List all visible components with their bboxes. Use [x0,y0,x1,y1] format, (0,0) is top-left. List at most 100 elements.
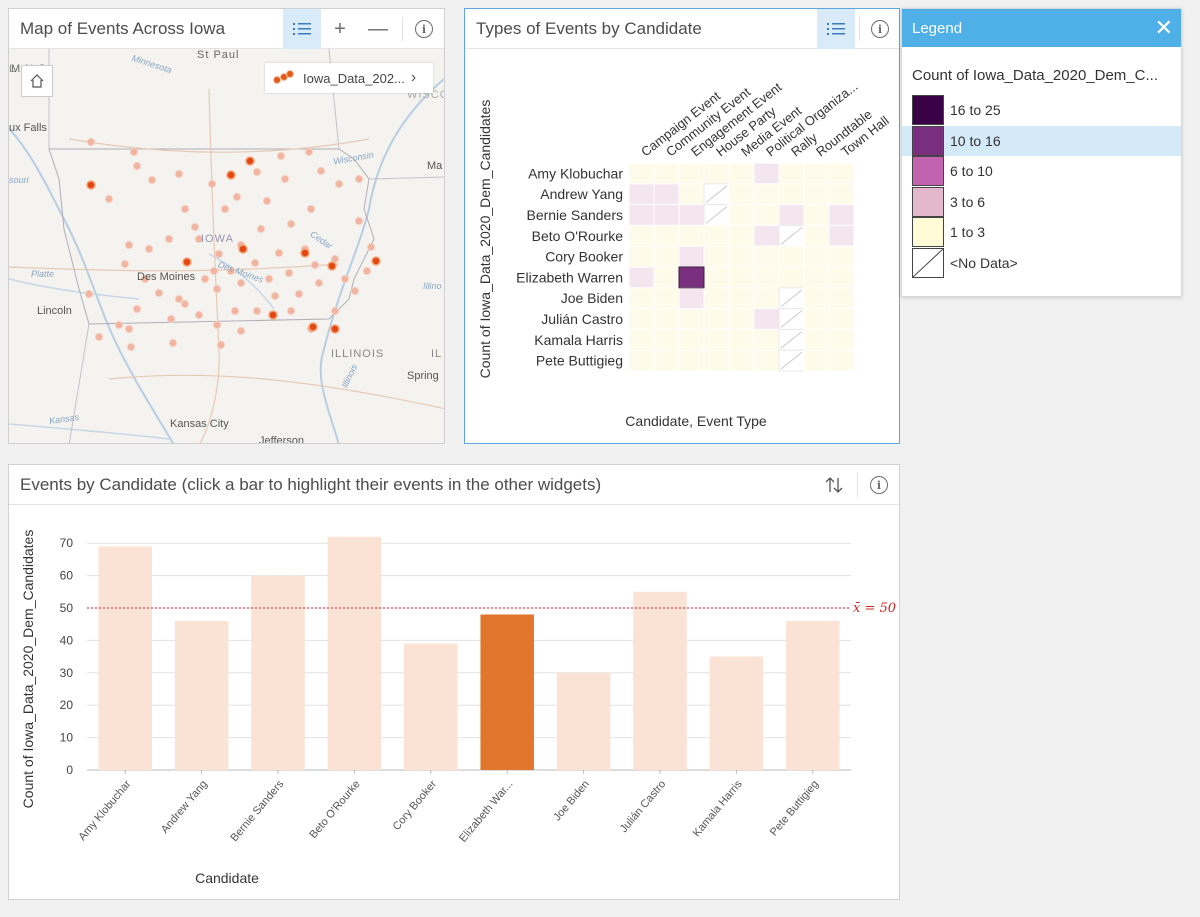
map-event-dot[interactable] [366,242,376,252]
map-event-dot[interactable] [284,268,294,278]
map-event-dot-highlight[interactable] [226,170,236,180]
map-event-dot[interactable] [270,291,280,301]
map-event-dot-highlight[interactable] [238,244,248,254]
legend-item[interactable]: 3 to 6 [902,186,1181,217]
map-event-dot[interactable] [168,338,178,348]
heatmap-cell[interactable] [803,266,830,289]
bar[interactable] [633,591,687,770]
heatmap-cell[interactable] [728,349,755,372]
map-event-dot[interactable] [256,224,266,234]
heatmap-cell[interactable] [728,183,755,206]
map-canvas[interactable]: St Paul Minnesota M N S WISCO ux Falls W… [9,49,444,443]
heatmap-cell[interactable] [628,183,655,206]
map-event-dot[interactable] [362,266,372,276]
home-button[interactable] [21,65,53,97]
heatmap-cell[interactable] [828,245,855,268]
map-event-dot[interactable] [316,166,326,176]
map-event-dot-highlight[interactable] [245,156,255,166]
map-event-dot[interactable] [114,320,124,330]
heatmap-cell[interactable] [703,162,730,185]
map-event-dot[interactable] [190,222,200,232]
map-event-dot[interactable] [94,332,104,342]
map-event-dot[interactable] [280,174,290,184]
heatmap-cell[interactable] [653,349,680,372]
map-event-dot[interactable] [166,314,176,324]
heatmap-cell[interactable] [678,183,705,206]
heatmap-chart[interactable]: Amy Klobuchar Andrew Yang Bernie Sanders Be… [465,49,899,443]
map-event-dot[interactable] [220,204,230,214]
map-event-dot[interactable] [104,194,114,204]
heatmap-cell[interactable] [728,287,755,310]
map-event-dot[interactable] [194,234,204,244]
heatmap-info-button[interactable]: i [861,9,899,49]
heatmap-cell[interactable] [753,328,780,351]
map-event-dot[interactable] [350,286,360,296]
map-event-dot[interactable] [154,288,164,298]
heatmap-cell[interactable] [678,308,705,330]
heatmap-cell[interactable] [653,266,680,289]
map-event-dot[interactable] [200,274,210,284]
heatmap-cell[interactable] [728,328,755,351]
heatmap-cell[interactable] [828,308,855,330]
heatmap-cell[interactable] [753,349,780,372]
heatmap-cell[interactable] [678,349,705,372]
map-event-dot[interactable] [226,266,236,276]
map-event-dot[interactable] [120,259,130,269]
heatmap-cell[interactable] [778,245,805,268]
heatmap-cell[interactable] [703,349,730,372]
heatmap-cell[interactable] [728,162,755,185]
map-event-dot[interactable] [214,249,224,259]
bar[interactable] [480,614,534,770]
map-event-dot[interactable] [252,167,262,177]
heatmap-cell[interactable] [828,349,855,372]
map-event-dot[interactable] [262,196,272,206]
heatmap-cell-max[interactable] [678,266,705,289]
heatmap-cell[interactable] [828,328,855,351]
heatmap-cell[interactable] [653,308,680,330]
heatmap-cell[interactable] [678,287,705,310]
heatmap-cell[interactable] [628,287,655,310]
map-event-dot-highlight[interactable] [371,256,381,266]
map-event-dot[interactable] [216,340,226,350]
heatmap-cell[interactable] [803,328,830,351]
sort-button[interactable] [815,465,853,505]
map-event-dot[interactable] [304,147,314,157]
map-event-dot[interactable] [354,216,364,226]
heatmap-cell[interactable] [803,204,830,226]
bar[interactable] [251,575,305,770]
legend-item[interactable]: 1 to 3 [902,217,1181,247]
heatmap-cell[interactable] [653,328,680,351]
heatmap-cell[interactable] [803,308,830,330]
bar[interactable] [174,620,229,770]
legend-item[interactable]: 6 to 10 [902,156,1181,186]
heatmap-cell[interactable] [703,287,730,310]
map-event-dot[interactable] [286,306,296,316]
heatmap-cell[interactable] [753,287,780,310]
heatmap-cell[interactable] [678,266,705,289]
heatmap-cell[interactable] [703,328,730,351]
map-event-dot[interactable] [207,179,217,189]
heatmap-cell[interactable] [728,245,755,268]
heatmap-cell[interactable] [628,266,655,289]
bar[interactable] [556,672,611,770]
heatmap-cell[interactable] [628,162,655,185]
map-event-dot[interactable] [274,248,284,258]
heatmap-cell[interactable] [628,245,655,268]
heatmap-cell[interactable] [678,204,705,226]
bar-chart[interactable]: 0 10 20 30 40 50 60 70 Amy Klobuchar Andrew Yang B… [9,505,899,899]
legend-item[interactable]: 10 to 16 [902,125,1181,156]
heatmap-cell[interactable] [778,183,805,206]
map-event-dot[interactable] [314,278,324,288]
heatmap-cell[interactable] [628,328,655,351]
heatmap-cell[interactable] [803,245,830,268]
map-event-dot[interactable] [147,175,157,185]
map-event-dot[interactable] [164,234,174,244]
list-button[interactable] [283,9,321,49]
legend-item[interactable]: 16 to 25 [902,95,1181,125]
map-event-dot-highlight[interactable] [300,248,310,258]
layer-toggle[interactable]: Iowa_Data_202... › [265,63,433,93]
map-event-dot[interactable] [124,240,134,250]
heatmap-cell[interactable] [753,266,780,289]
heatmap-cell[interactable] [803,349,830,372]
legend-item[interactable]: <No Data> [902,247,1181,278]
